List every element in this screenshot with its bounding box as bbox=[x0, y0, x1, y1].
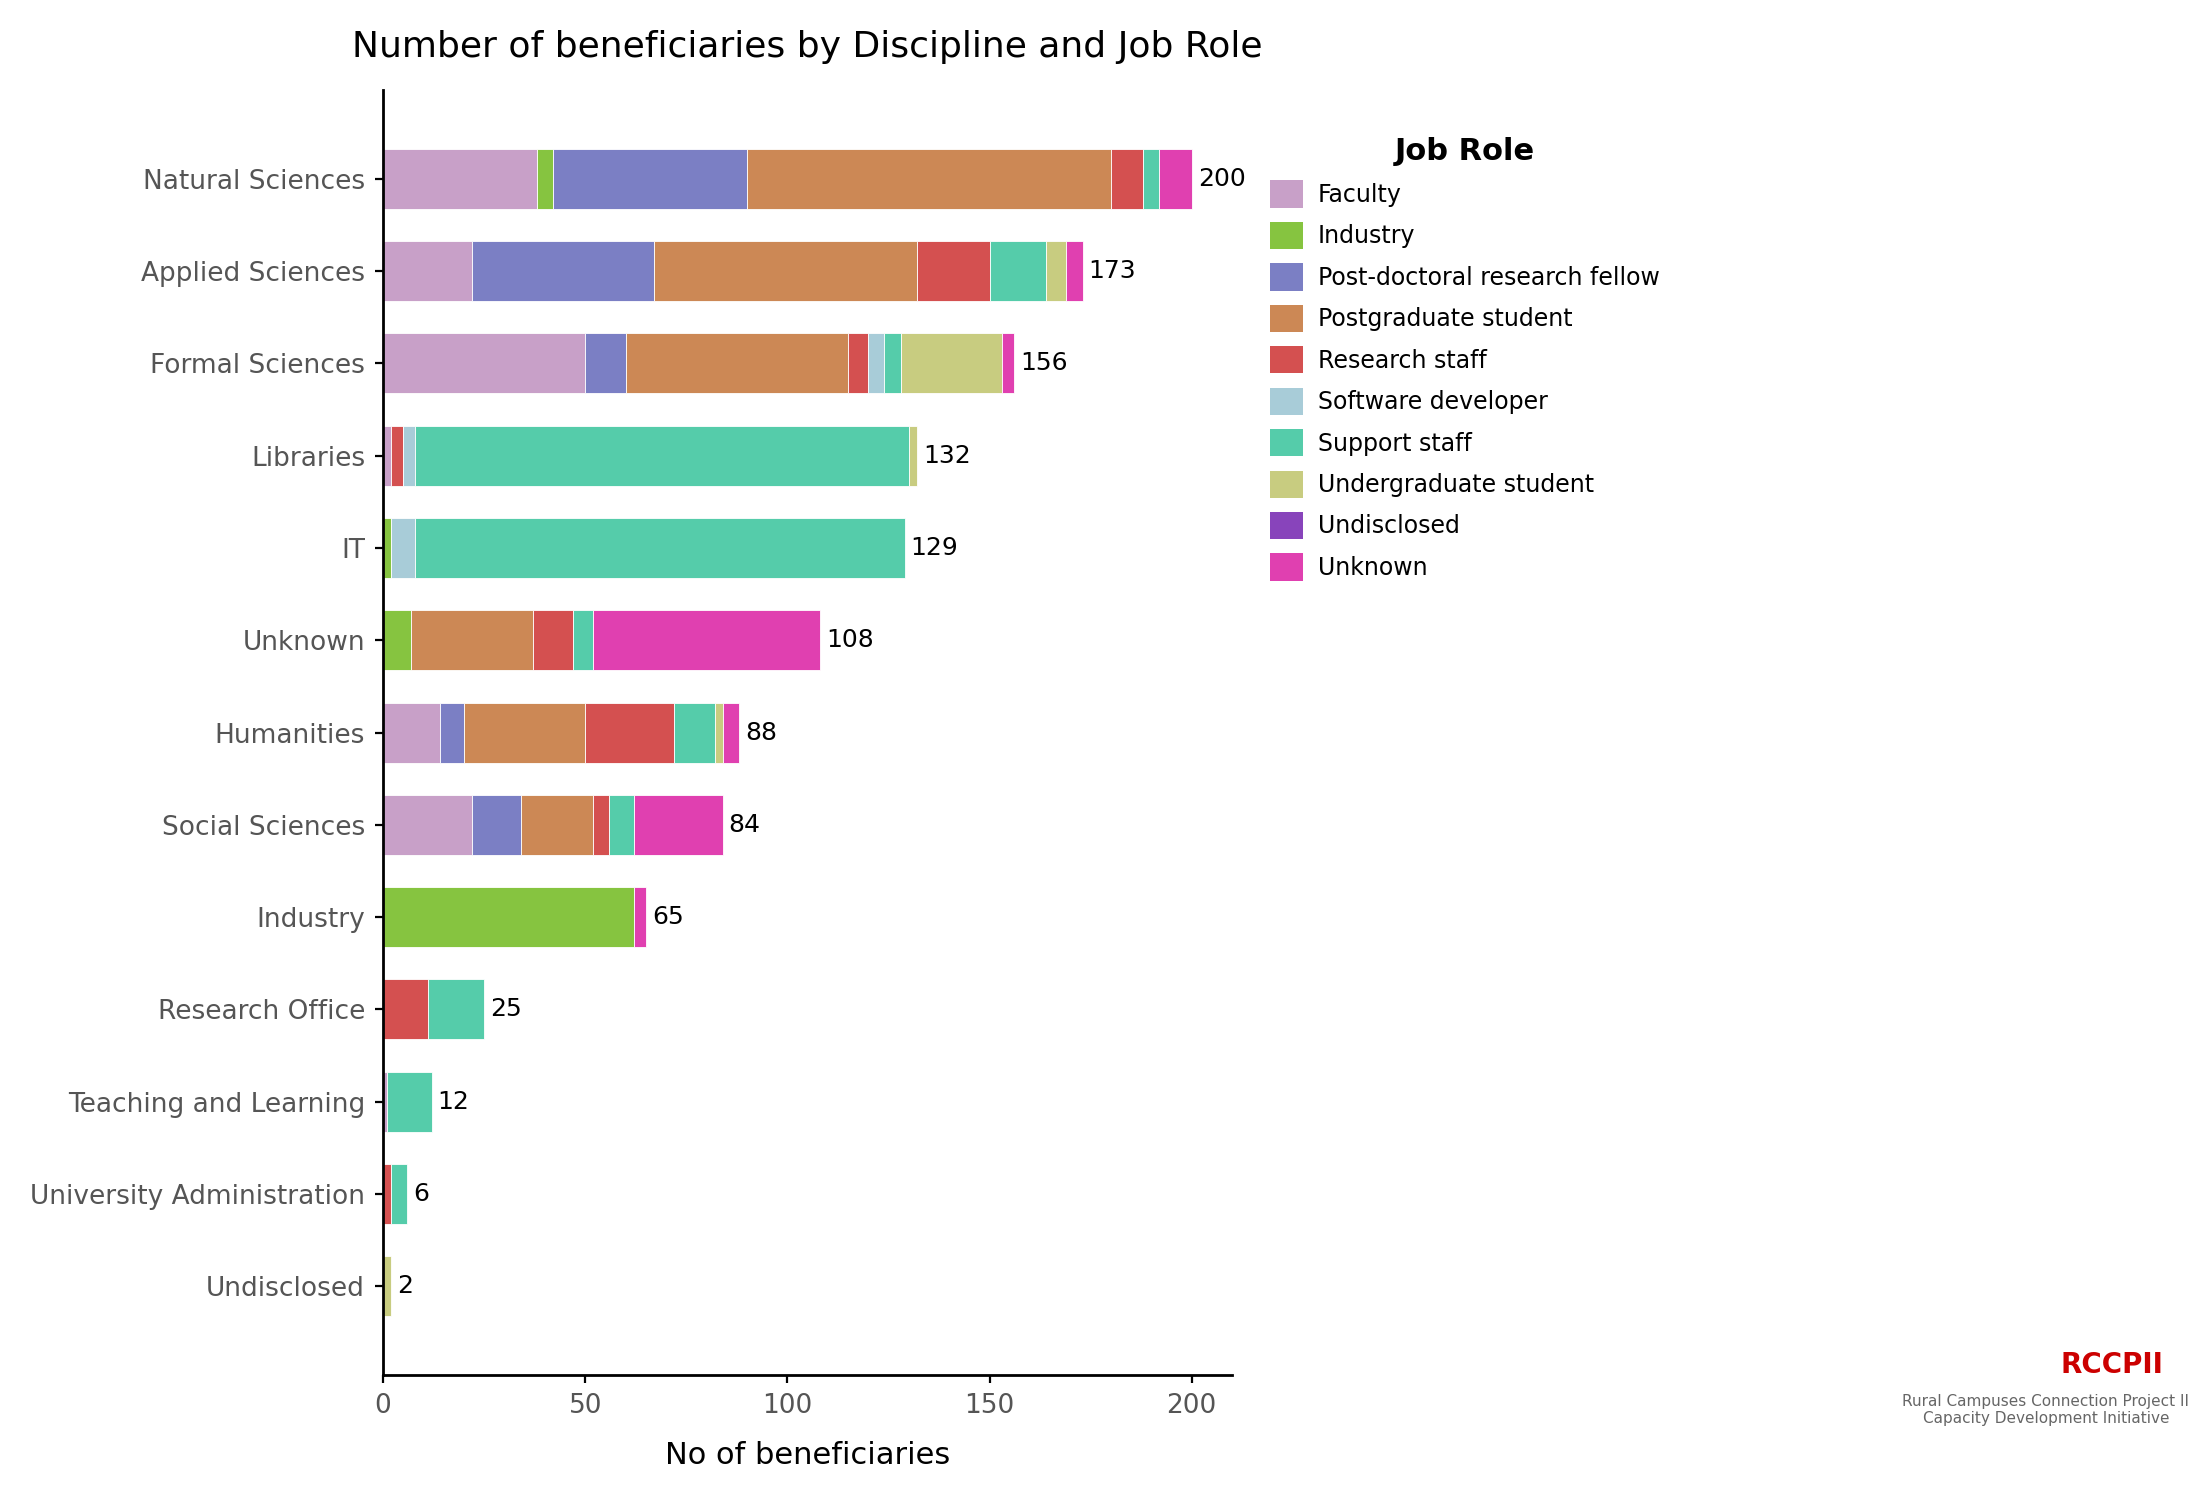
Bar bbox=[387, 1071, 431, 1131]
Bar bbox=[990, 242, 1047, 302]
Text: Rural Campuses Connection Project II
Capacity Development Initiative: Rural Campuses Connection Project II Cap… bbox=[1903, 1394, 2189, 1426]
Text: 173: 173 bbox=[1089, 260, 1135, 284]
Bar bbox=[411, 610, 532, 670]
Bar bbox=[392, 426, 403, 486]
Text: 129: 129 bbox=[911, 536, 959, 560]
Bar bbox=[552, 148, 748, 208]
Bar bbox=[532, 610, 572, 670]
Bar bbox=[392, 1164, 407, 1224]
Bar bbox=[572, 610, 594, 670]
Bar bbox=[416, 518, 904, 578]
Bar bbox=[715, 702, 722, 762]
Bar bbox=[1144, 148, 1159, 208]
Text: 88: 88 bbox=[746, 720, 777, 744]
Bar bbox=[869, 333, 884, 393]
Bar bbox=[847, 333, 869, 393]
Bar bbox=[625, 333, 847, 393]
Bar bbox=[473, 795, 521, 855]
Bar bbox=[748, 148, 1111, 208]
Bar bbox=[653, 242, 917, 302]
Bar bbox=[634, 795, 722, 855]
Bar bbox=[609, 795, 634, 855]
Bar bbox=[383, 333, 585, 393]
Title: Number of beneficiaries by Discipline and Job Role: Number of beneficiaries by Discipline an… bbox=[352, 30, 1263, 64]
Bar bbox=[900, 333, 1001, 393]
Bar bbox=[884, 333, 900, 393]
X-axis label: No of beneficiaries: No of beneficiaries bbox=[664, 1442, 950, 1470]
Text: 6: 6 bbox=[414, 1182, 429, 1206]
Bar bbox=[1001, 333, 1014, 393]
Bar bbox=[537, 148, 552, 208]
Text: 65: 65 bbox=[651, 904, 684, 928]
Bar bbox=[383, 1257, 392, 1317]
Bar bbox=[427, 980, 484, 1040]
Bar bbox=[673, 702, 715, 762]
Text: 12: 12 bbox=[438, 1089, 469, 1113]
Bar bbox=[383, 795, 473, 855]
Text: 108: 108 bbox=[825, 628, 873, 652]
Bar bbox=[585, 333, 625, 393]
Bar bbox=[383, 148, 537, 208]
Text: 200: 200 bbox=[1197, 166, 1245, 190]
Text: 25: 25 bbox=[491, 998, 521, 1022]
Bar bbox=[383, 610, 411, 670]
Text: 84: 84 bbox=[728, 813, 761, 837]
Text: RCCPII: RCCPII bbox=[2061, 1352, 2163, 1378]
Bar bbox=[594, 795, 609, 855]
Bar bbox=[909, 426, 917, 486]
Bar bbox=[464, 702, 585, 762]
Bar bbox=[416, 426, 909, 486]
Bar bbox=[917, 242, 990, 302]
Bar bbox=[634, 886, 647, 946]
Text: 156: 156 bbox=[1021, 351, 1067, 375]
Bar bbox=[383, 886, 634, 946]
Bar bbox=[473, 242, 653, 302]
Bar bbox=[403, 426, 416, 486]
Bar bbox=[1047, 242, 1067, 302]
Bar bbox=[585, 702, 673, 762]
Legend: Faculty, Industry, Post-doctoral research fellow, Postgraduate student, Research: Faculty, Industry, Post-doctoral researc… bbox=[1261, 128, 1670, 590]
Bar bbox=[383, 242, 473, 302]
Bar bbox=[1111, 148, 1144, 208]
Bar bbox=[440, 702, 464, 762]
Bar bbox=[383, 426, 392, 486]
Bar bbox=[383, 1071, 387, 1131]
Bar bbox=[521, 795, 594, 855]
Bar bbox=[383, 702, 440, 762]
Bar bbox=[383, 980, 427, 1040]
Text: 132: 132 bbox=[922, 444, 970, 468]
Bar bbox=[1067, 242, 1082, 302]
Bar bbox=[383, 1164, 392, 1224]
Bar bbox=[722, 702, 739, 762]
Bar bbox=[383, 518, 392, 578]
Bar bbox=[1159, 148, 1192, 208]
Bar bbox=[594, 610, 821, 670]
Bar bbox=[392, 518, 416, 578]
Text: 2: 2 bbox=[398, 1275, 414, 1299]
